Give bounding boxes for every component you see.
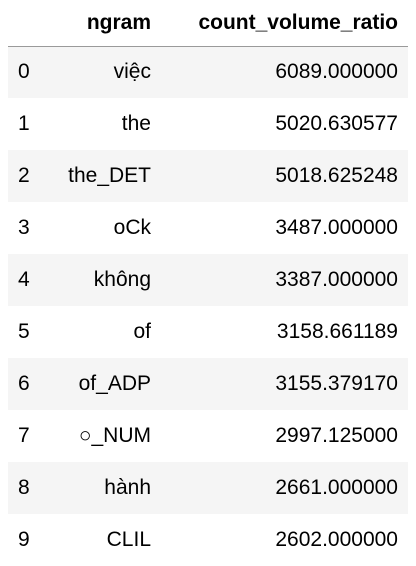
count-volume-ratio-cell: 3158.661189 bbox=[161, 306, 408, 358]
table-row: 9 CLIL 2602.000000 bbox=[8, 514, 408, 566]
count-volume-ratio-cell: 6089.000000 bbox=[161, 46, 408, 98]
row-index: 0 bbox=[8, 46, 44, 98]
ngram-cell: CLIL bbox=[44, 514, 161, 566]
table-row: 6 of_ADP 3155.379170 bbox=[8, 358, 408, 410]
row-index: 5 bbox=[8, 306, 44, 358]
header-row: ngram count_volume_ratio bbox=[8, 0, 408, 47]
row-index: 3 bbox=[8, 202, 44, 254]
dataframe-table: ngram count_volume_ratio 0 việc 6089.000… bbox=[8, 0, 408, 566]
row-index: 9 bbox=[8, 514, 44, 566]
table-row: 4 không 3387.000000 bbox=[8, 254, 408, 306]
ngram-cell: of bbox=[44, 306, 161, 358]
table-row: 8 hành 2661.000000 bbox=[8, 462, 408, 514]
row-index: 7 bbox=[8, 410, 44, 462]
table-row: 7 ○_NUM 2997.125000 bbox=[8, 410, 408, 462]
count-volume-ratio-cell: 3387.000000 bbox=[161, 254, 408, 306]
table-row: 3 oCk 3487.000000 bbox=[8, 202, 408, 254]
ngram-cell: the_DET bbox=[44, 150, 161, 202]
ngram-cell: of_ADP bbox=[44, 358, 161, 410]
row-index: 8 bbox=[8, 462, 44, 514]
row-index: 2 bbox=[8, 150, 44, 202]
ngram-cell: việc bbox=[44, 46, 161, 98]
row-index: 4 bbox=[8, 254, 44, 306]
row-index: 1 bbox=[8, 98, 44, 150]
ngram-cell: the bbox=[44, 98, 161, 150]
ngram-cell: oCk bbox=[44, 202, 161, 254]
row-index: 6 bbox=[8, 358, 44, 410]
count-volume-ratio-cell: 2602.000000 bbox=[161, 514, 408, 566]
column-header-ngram: ngram bbox=[44, 0, 161, 47]
count-volume-ratio-cell: 3155.379170 bbox=[161, 358, 408, 410]
table-row: 0 việc 6089.000000 bbox=[8, 46, 408, 98]
count-volume-ratio-cell: 2997.125000 bbox=[161, 410, 408, 462]
index-header bbox=[8, 0, 44, 47]
count-volume-ratio-cell: 5018.625248 bbox=[161, 150, 408, 202]
count-volume-ratio-cell: 5020.630577 bbox=[161, 98, 408, 150]
count-volume-ratio-cell: 3487.000000 bbox=[161, 202, 408, 254]
ngram-cell: ○_NUM bbox=[44, 410, 161, 462]
table-row: 5 of 3158.661189 bbox=[8, 306, 408, 358]
ngram-cell: hành bbox=[44, 462, 161, 514]
ngram-cell: không bbox=[44, 254, 161, 306]
table-row: 1 the 5020.630577 bbox=[8, 98, 408, 150]
table-row: 2 the_DET 5018.625248 bbox=[8, 150, 408, 202]
count-volume-ratio-cell: 2661.000000 bbox=[161, 462, 408, 514]
column-header-count-volume-ratio: count_volume_ratio bbox=[161, 0, 408, 47]
